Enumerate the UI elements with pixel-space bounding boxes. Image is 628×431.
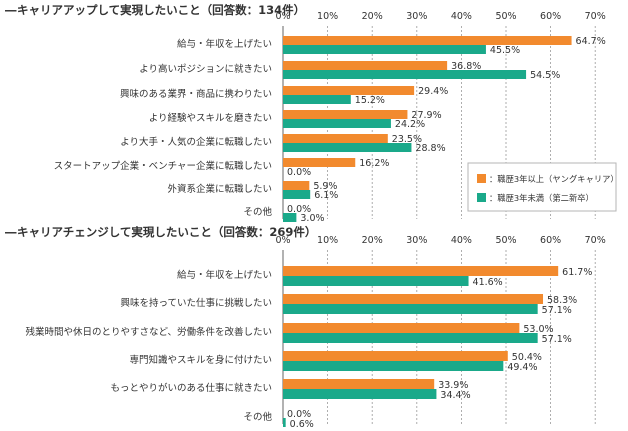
x-tick-label: 10%: [317, 11, 338, 22]
data-label: 58.3%: [547, 295, 577, 306]
category-label: 給与・年収を上げたい: [177, 269, 272, 281]
data-label: 0.0%: [287, 409, 311, 420]
bar-senior: [283, 134, 388, 143]
category-label: 興味のある業界・商品に携わりたい: [120, 88, 272, 100]
data-label: 16.2%: [359, 158, 389, 169]
category-label: 残業時間や休日のとりやすさなど、労働条件を改善したい: [25, 326, 272, 338]
x-tick-label: 60%: [540, 235, 561, 246]
category-label: より経験やスキルを磨きたい: [149, 112, 272, 124]
data-label: 49.4%: [507, 362, 537, 373]
category-label: その他: [243, 411, 272, 423]
data-label: 29.4%: [418, 86, 448, 97]
legend-swatch-junior: [477, 193, 486, 202]
data-label: 15.2%: [355, 95, 385, 106]
data-label: 64.7%: [576, 36, 606, 47]
data-label: 36.8%: [451, 61, 481, 72]
chart-panel-1: ― キャリアアップして実現したいこと（回答数：134件）0% 10% 20% 30% 40…: [5, 3, 606, 224]
data-label: 23.5%: [392, 134, 422, 145]
bar-senior: [283, 379, 435, 389]
data-label: 28.8%: [415, 143, 445, 154]
data-label: 61.7%: [562, 267, 592, 278]
category-label: 給与・年収を上げたい: [177, 38, 272, 50]
category-label: 外資系企業に転職したい: [167, 183, 272, 195]
bar-junior: [283, 95, 351, 104]
x-tick-label: 30%: [406, 235, 427, 246]
x-tick-label: 20%: [362, 235, 383, 246]
x-tick-label: 0%: [275, 11, 290, 22]
data-label: 33.9%: [438, 380, 468, 391]
data-label: 6.1%: [314, 190, 338, 201]
bar-junior: [283, 119, 391, 128]
data-label: 50.4%: [512, 352, 542, 363]
data-label: 41.6%: [473, 277, 503, 288]
chart-panel-2: ― キャリアチェンジして実現したいこと（回答数：269件）0% 10% 20% 30% 4…: [5, 225, 606, 430]
data-label: 34.4%: [440, 390, 470, 401]
x-tick-label: 40%: [451, 11, 472, 22]
bar-junior: [283, 45, 486, 54]
chart-title-dash: ―: [5, 225, 17, 239]
category-label: その他: [243, 206, 272, 218]
legend-label-senior: ：職歴3年以上（ヤングキャリア）: [489, 174, 619, 184]
x-tick-label: 60%: [540, 11, 561, 22]
bar-junior: [283, 333, 538, 343]
category-label: より高いポジションに就きたい: [139, 63, 272, 75]
bar-senior: [283, 158, 356, 167]
bar-senior: [283, 61, 448, 70]
bar-junior: [283, 213, 297, 222]
data-label: 24.2%: [395, 119, 425, 130]
legend-box: [467, 162, 617, 212]
bar-senior: [283, 36, 572, 45]
category-label: 興味を持っていた仕事に挑戦したい: [120, 297, 272, 309]
data-label: 57.1%: [542, 334, 572, 345]
x-tick-label: 70%: [585, 11, 606, 22]
bar-senior: [283, 294, 544, 304]
legend: ：職歴3年以上（ヤングキャリア） ：職歴3年未満（第二新卒）: [467, 162, 619, 212]
x-tick-label: 50%: [495, 235, 516, 246]
bar-senior: [283, 351, 508, 361]
data-label: 45.5%: [490, 45, 520, 56]
x-tick-label: 30%: [406, 11, 427, 22]
bar-junior: [283, 190, 311, 199]
data-label: 53.0%: [523, 324, 553, 335]
legend-label-junior: ：職歴3年未満（第二新卒）: [489, 193, 594, 203]
bar-senior: [283, 323, 520, 333]
category-label: スタートアップ企業・ベンチャー企業に転職したい: [54, 160, 272, 172]
chart-title: キャリアチェンジして実現したいこと（回答数：269件）: [17, 225, 316, 239]
x-tick-label: 10%: [317, 235, 338, 246]
bar-junior: [283, 276, 469, 286]
data-label: 3.0%: [300, 213, 324, 224]
x-tick-label: 70%: [585, 235, 606, 246]
category-label: もっとやりがいのある仕事に就きたい: [110, 382, 272, 394]
bar-junior: [283, 361, 504, 371]
bar-junior: [283, 389, 437, 399]
category-label: 専門知識やスキルを身に付けたい: [129, 354, 272, 366]
bar-junior: [283, 304, 538, 314]
data-label: 5.9%: [313, 181, 337, 192]
x-tick-label: 40%: [451, 235, 472, 246]
bar-senior: [283, 181, 310, 190]
legend-swatch-senior: [477, 174, 486, 183]
x-tick-label: 0%: [275, 235, 290, 246]
bar-junior: [283, 70, 527, 79]
x-tick-label: 50%: [495, 11, 516, 22]
data-label: 54.5%: [530, 70, 560, 81]
bar-senior: [283, 110, 408, 119]
data-label: 0.6%: [290, 419, 314, 427]
chart-title: キャリアアップして実現したいこと（回答数：134件）: [17, 3, 305, 17]
bar-junior: [283, 143, 412, 152]
bar-senior: [283, 86, 415, 95]
chart-title-dash: ―: [5, 3, 17, 17]
data-label: 0.0%: [287, 204, 311, 215]
data-label: 27.9%: [411, 110, 441, 121]
bar-senior: [283, 266, 559, 276]
bar-junior: [283, 418, 286, 428]
x-tick-label: 20%: [362, 11, 383, 22]
data-label: 57.1%: [542, 305, 572, 316]
data-label: 0.0%: [287, 167, 311, 178]
category-label: より大手・人気の企業に転職したい: [120, 136, 272, 148]
